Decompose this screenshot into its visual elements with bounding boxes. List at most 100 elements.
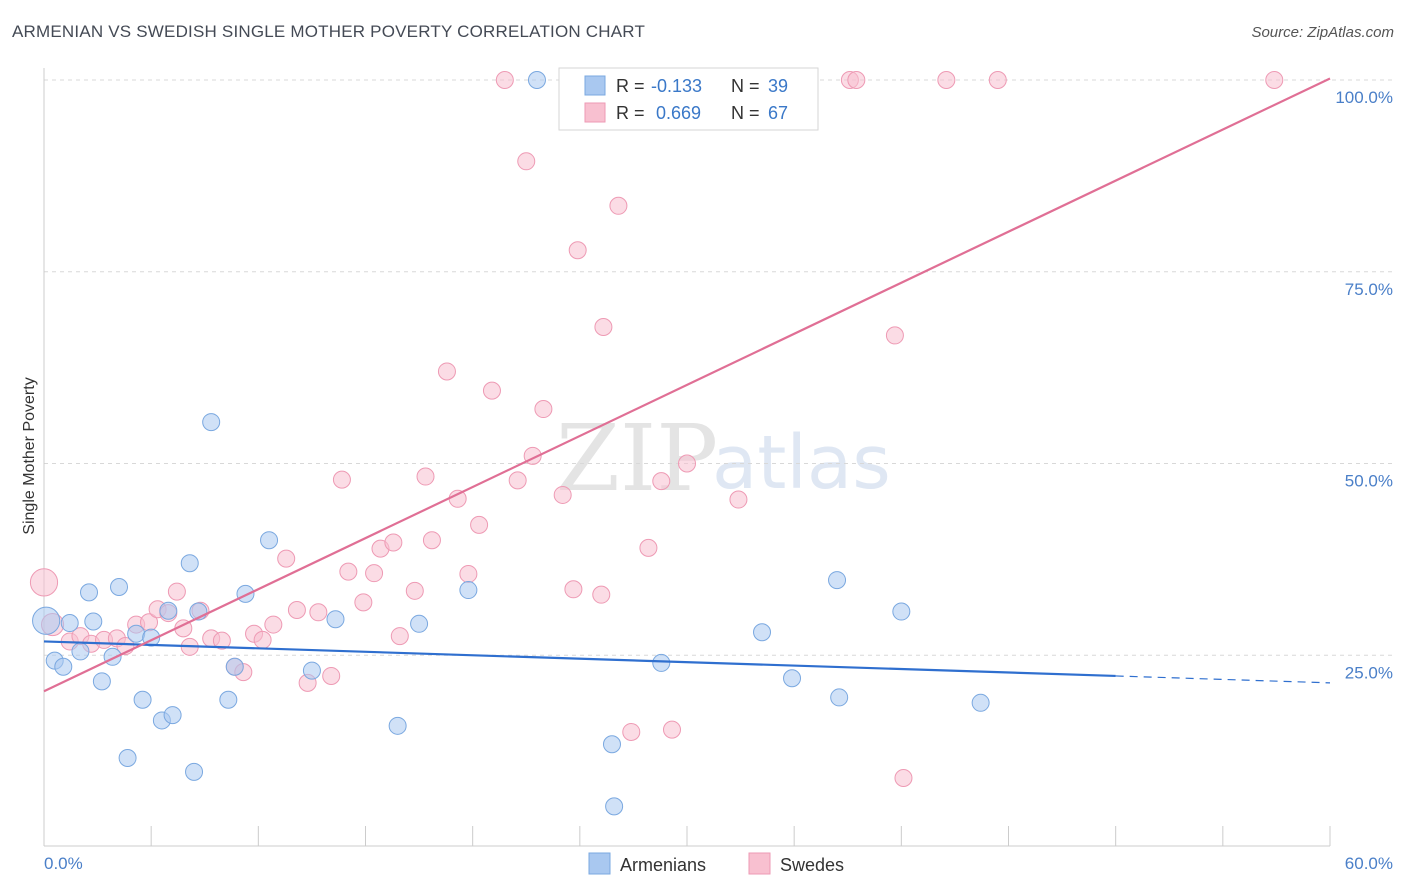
armenians-point-17 [180, 554, 199, 573]
armenians-point-22 [225, 657, 244, 676]
armenians-point-12 [133, 690, 152, 709]
swedes-point-57 [662, 720, 681, 739]
armenians-point-37 [830, 688, 849, 707]
swedes-point-47 [534, 400, 553, 419]
bottom-legend-swatch-armenians [588, 852, 611, 875]
swedes-point-61 [847, 71, 866, 89]
armenians-point-35 [783, 669, 802, 688]
armenians-point-25 [302, 661, 321, 680]
swedes-point-39 [448, 489, 467, 508]
legend-r-value-armenians: -0.133 [651, 76, 702, 96]
armenians-point-2 [54, 657, 73, 676]
armenians-point-28 [410, 614, 429, 633]
armenians-point-10 [118, 749, 137, 768]
swedes-point-42 [482, 381, 501, 400]
y-tick-label-75: 75.0% [1345, 280, 1393, 299]
legend-n-value-swedes: 67 [768, 103, 788, 123]
swedes-point-0 [29, 568, 59, 597]
swedes-point-66 [1265, 71, 1284, 89]
armenians-point-3 [60, 614, 79, 633]
swedes-point-30 [354, 593, 373, 612]
swedes-point-23 [277, 549, 296, 568]
swedes-point-37 [422, 531, 441, 550]
y-axis-label: Single Mother Poverty [21, 377, 38, 534]
swedes-point-24 [287, 600, 306, 619]
swedes-point-49 [564, 580, 583, 599]
swedes-point-31 [365, 564, 384, 583]
swedes-trend-line [43, 77, 1331, 693]
x-tick-label-max: 60.0% [1345, 854, 1393, 873]
swedes-point-43 [495, 71, 514, 89]
bottom-legend-swatch-swedes [748, 852, 771, 875]
swedes-point-36 [416, 467, 435, 486]
armenians-point-0 [32, 606, 61, 635]
armenians-point-23 [236, 584, 255, 603]
swedes-point-53 [609, 196, 628, 215]
swedes-point-26 [309, 603, 328, 622]
armenians-point-29 [459, 581, 478, 600]
swedes-point-17 [212, 631, 231, 650]
armenians-point-11 [127, 624, 146, 643]
swedes-point-22 [264, 615, 283, 634]
bottom-legend-label-swedes: Swedes [780, 855, 844, 875]
swedes-point-65 [988, 71, 1007, 89]
armenians-point-26 [326, 610, 345, 629]
armenians-point-9 [110, 577, 129, 596]
series-legend: Armenians Swedes [588, 852, 844, 875]
trend-lines [43, 77, 1331, 693]
armenians-point-27 [388, 716, 407, 735]
armenians-point-39 [971, 693, 990, 712]
y-tick-labels: 25.0% 50.0% 75.0% 100.0% [1335, 88, 1393, 682]
correlation-legend: R = -0.133 N = 39 R = 0.669 N = 67 [558, 67, 819, 131]
swedes-point-28 [332, 470, 351, 489]
x-axis-ticks [150, 826, 1331, 846]
armenians-point-30 [527, 71, 546, 89]
legend-r-value-swedes: 0.669 [656, 103, 701, 123]
swedes-point-52 [594, 317, 613, 336]
swedes-point-38 [437, 362, 456, 381]
swedes-point-58 [678, 454, 696, 473]
swedes-point-55 [639, 538, 658, 557]
swedes-point-64 [937, 71, 956, 89]
swedes-points [29, 71, 1284, 787]
swedes-point-44 [508, 471, 527, 490]
armenians-point-18 [185, 762, 204, 781]
armenians-point-31 [602, 735, 621, 754]
swedes-point-63 [894, 768, 913, 787]
swedes-point-62 [885, 326, 904, 345]
legend-swatch-armenians [584, 75, 606, 96]
swedes-point-40 [459, 564, 478, 583]
swedes-point-59 [729, 490, 748, 509]
armenians-point-20 [202, 413, 221, 432]
swedes-point-54 [622, 722, 641, 741]
legend-swatch-swedes [584, 102, 606, 123]
legend-r-label-swedes: R = [616, 103, 645, 123]
swedes-point-50 [568, 241, 587, 260]
armenians-point-16 [163, 706, 182, 725]
source-label: Source: ZipAtlas.com [1251, 24, 1394, 41]
bottom-legend-label-armenians: Armenians [620, 855, 706, 875]
swedes-point-56 [652, 472, 671, 491]
swedes-point-12 [167, 582, 186, 601]
armenians-points [32, 71, 990, 816]
legend-n-value-armenians: 39 [768, 76, 788, 96]
swedes-point-29 [339, 562, 358, 581]
y-tick-label-50: 50.0% [1345, 472, 1393, 491]
swedes-point-34 [390, 627, 409, 646]
armenians-point-7 [92, 672, 111, 691]
armenians-point-33 [652, 653, 671, 672]
armenians-trend-extension [1115, 675, 1331, 684]
x-tick-label-min: 0.0% [44, 854, 83, 873]
swedes-point-35 [405, 581, 424, 600]
swedes-point-21 [253, 630, 272, 649]
armenians-point-5 [80, 583, 99, 602]
swedes-point-27 [322, 666, 341, 685]
legend-r-label-armenians: R = [616, 76, 645, 96]
swedes-point-51 [592, 585, 611, 604]
armenians-point-34 [753, 623, 772, 642]
armenians-point-6 [84, 612, 103, 631]
legend-n-label-swedes: N = [731, 103, 760, 123]
swedes-point-41 [470, 515, 489, 534]
chart-title: ARMENIAN VS SWEDISH SINGLE MOTHER POVERT… [12, 22, 646, 41]
